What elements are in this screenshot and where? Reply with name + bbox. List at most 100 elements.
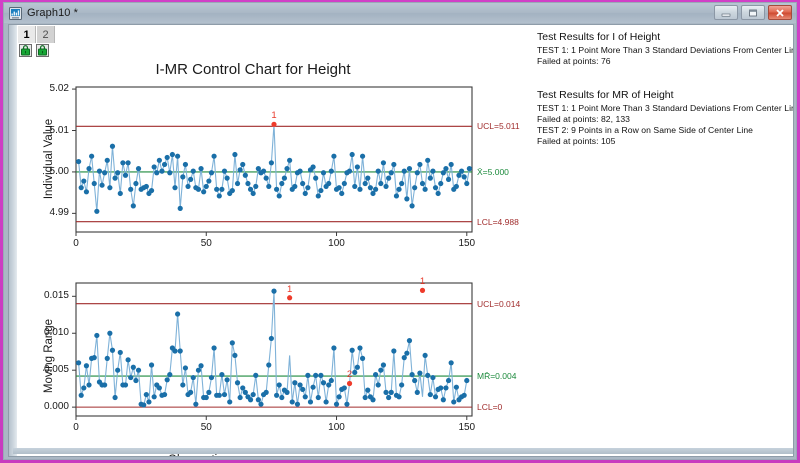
moving-range-data-point: [146, 399, 152, 405]
moving-range-data-point: [380, 362, 387, 368]
test-results-individuals-line-2: Failed at points: 76: [537, 56, 611, 66]
moving-range-data-point: [232, 352, 238, 359]
individuals-data-point: [214, 186, 220, 192]
tab-page-1[interactable]: 1: [18, 26, 36, 43]
restore-button[interactable]: [741, 5, 765, 20]
lock-icon-2[interactable]: [36, 44, 49, 57]
minimize-button[interactable]: [714, 5, 738, 20]
individuals-data-point: [203, 183, 209, 190]
page-tabs: 1 2: [18, 26, 55, 43]
moving-range-data-point: [320, 380, 327, 386]
moving-range-data-point: [373, 372, 379, 378]
moving-range-data-point: [175, 311, 181, 317]
individuals-data-point: [422, 186, 428, 192]
individuals-data-point: [221, 168, 228, 174]
moving-range-data-point: [167, 372, 173, 378]
moving-range-data-point: [86, 382, 92, 388]
individuals-data-point: [201, 189, 207, 195]
individuals-data-point: [102, 170, 108, 176]
moving-range-data-point: [354, 364, 360, 370]
individuals-data-point: [461, 174, 467, 180]
individuals-data-point: [81, 178, 87, 184]
moving-range-data-point: [292, 380, 298, 386]
individuals-data-point: [326, 180, 332, 187]
moving-range-x-tick-label: 100: [328, 422, 345, 433]
individuals-data-point: [388, 170, 394, 176]
vertical-scroll-gutter[interactable]: [9, 25, 17, 456]
moving-range-data-point: [255, 397, 261, 403]
individuals-data-point: [383, 183, 389, 190]
individuals-data-point: [453, 183, 459, 190]
moving-range-data-point: [461, 392, 467, 398]
test-results-panel: Test Results for I of Height TEST 1: 1 P…: [531, 25, 793, 456]
individuals-data-point: [287, 157, 293, 163]
individuals-data-point: [164, 154, 170, 161]
moving-range-data-point: [396, 394, 402, 400]
lock-toggles: [19, 44, 49, 57]
individuals-data-point: [232, 151, 238, 158]
moving-range-data-point: [386, 394, 392, 401]
moving-range-y-tick-label: 0.005: [43, 364, 69, 376]
chart-panel: I-MR Control Chart for Height Individual…: [18, 25, 530, 456]
lock-icon-1[interactable]: [19, 44, 32, 57]
individuals-data-point: [107, 185, 113, 191]
individuals-center-label: X̄=5.000: [477, 166, 509, 177]
individuals-data-point: [143, 183, 149, 190]
moving-range-data-point: [208, 374, 215, 381]
individuals-data-point: [89, 153, 95, 159]
individuals-data-point: [341, 180, 347, 187]
moving-range-data-point: [135, 367, 142, 373]
individuals-data-point: [349, 151, 355, 158]
individuals-data-point: [135, 166, 142, 172]
window-frame: Graph10 *: [3, 2, 797, 460]
moving-range-plot: [75, 282, 473, 417]
close-button[interactable]: [768, 5, 792, 20]
individuals-data-point: [318, 187, 324, 194]
test-results-individuals-heading: Test Results for I of Height: [537, 31, 661, 43]
moving-range-data-point: [357, 345, 363, 351]
moving-range-data-point: [76, 360, 82, 366]
moving-range-data-point: [258, 401, 264, 407]
moving-range-ucl-label: UCL=0.014: [477, 298, 521, 309]
moving-range-data-point: [234, 380, 241, 386]
moving-range-data-point: [362, 394, 368, 401]
individuals-y-tick-label: 5.01: [49, 124, 69, 136]
individuals-data-point: [260, 168, 267, 174]
moving-range-violation-flag: 2: [346, 369, 353, 381]
moving-range-data-point: [182, 365, 189, 371]
individuals-data-point: [253, 183, 259, 190]
moving-range-data-point: [263, 389, 269, 395]
individuals-data-point: [435, 190, 441, 197]
individuals-data-point: [346, 168, 353, 174]
horizontal-scroll-gutter[interactable]: [13, 448, 793, 454]
individuals-data-point: [292, 183, 298, 190]
moving-range-data-point: [279, 394, 285, 401]
individuals-data-point: [242, 172, 248, 178]
individuals-y-tick-label: 5.00: [49, 165, 69, 177]
individuals-data-point: [172, 185, 178, 191]
individuals-data-point: [401, 168, 407, 174]
tab-page-2[interactable]: 2: [37, 26, 55, 43]
moving-range-center-label: MR̄=0.004: [477, 371, 517, 382]
individuals-data-point: [432, 185, 439, 191]
moving-range-data-point: [91, 355, 97, 361]
individuals-data-point: [104, 157, 110, 163]
individuals-data-point: [167, 170, 173, 176]
moving-range-data-point: [161, 391, 168, 398]
individuals-data-point: [328, 168, 334, 174]
moving-range-data-point: [141, 402, 147, 408]
individuals-data-point: [320, 170, 327, 176]
individuals-data-point: [156, 157, 162, 163]
moving-range-data-point: [151, 394, 157, 400]
moving-range-x-tick-label: 0: [73, 422, 79, 433]
moving-range-series-line: [78, 291, 468, 406]
individuals-data-point: [177, 205, 183, 211]
individuals-data-point: [443, 166, 449, 172]
moving-range-data-point: [148, 362, 155, 368]
individuals-lcl-label: LCL=4.988: [477, 216, 519, 227]
individuals-data-point: [359, 153, 366, 159]
title-bar[interactable]: Graph10 *: [4, 3, 796, 23]
moving-range-data-point: [125, 357, 131, 363]
moving-range-violation-flag: 1: [419, 276, 426, 288]
individuals-data-point: [440, 170, 446, 176]
